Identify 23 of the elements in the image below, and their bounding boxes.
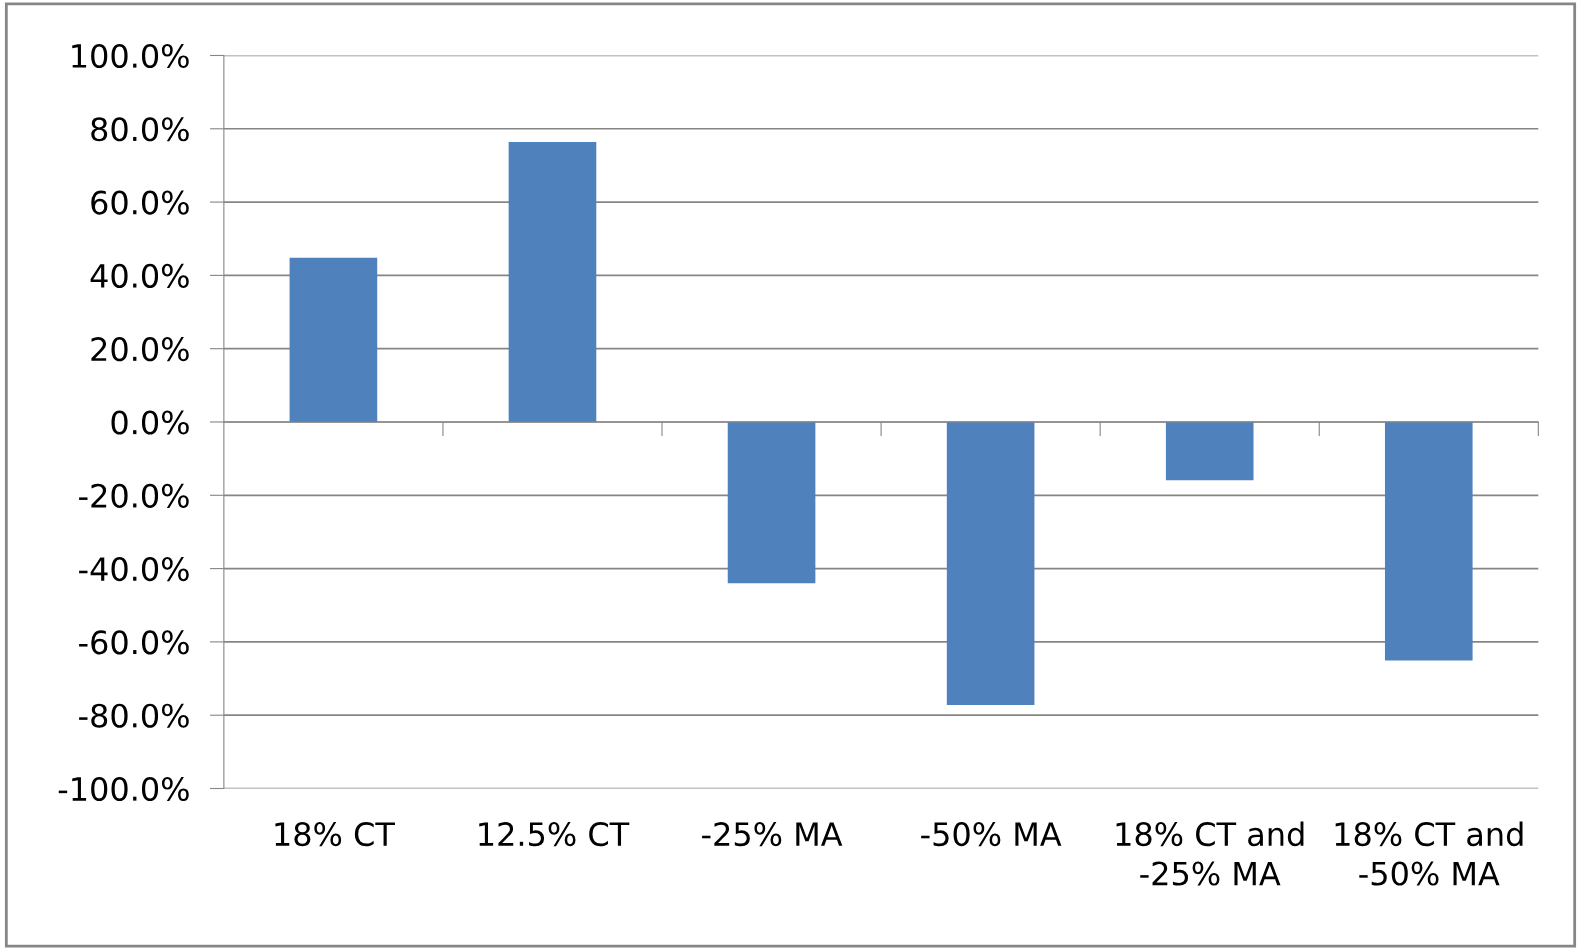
y-tick-label: 20.0% (91, 337, 189, 362)
y-tick-label: 100.0% (72, 43, 189, 69)
bar (1384, 421, 1473, 661)
bar (946, 421, 1035, 705)
y-tick-label: 60.0% (91, 190, 189, 215)
y-tick-label: -100.0% (58, 776, 189, 802)
bar (289, 257, 378, 422)
y-tick-label: 0.0% (111, 410, 189, 435)
bar (727, 421, 816, 584)
y-tick-label: -40.0% (79, 557, 189, 582)
y-tick-label: -60.0% (79, 630, 189, 655)
y-tick-label: -80.0% (79, 703, 189, 728)
bar (508, 141, 597, 422)
x-tick-label: -25% MA (702, 822, 843, 847)
x-tick-label: 12.5% CT (479, 822, 630, 847)
x-tick-label: 18% CT (275, 822, 395, 847)
x-tick-label: -50% MA (921, 822, 1062, 847)
y-tick-label: 80.0% (91, 117, 189, 142)
bar (1165, 421, 1254, 481)
y-tick-label: 40.0% (90, 263, 189, 288)
x-tick-label: 18% CT and -25% MA (1116, 821, 1304, 886)
y-tick-label: -20.0% (79, 483, 189, 508)
x-tick-label: 18% CT and -50% MA (1335, 821, 1523, 886)
